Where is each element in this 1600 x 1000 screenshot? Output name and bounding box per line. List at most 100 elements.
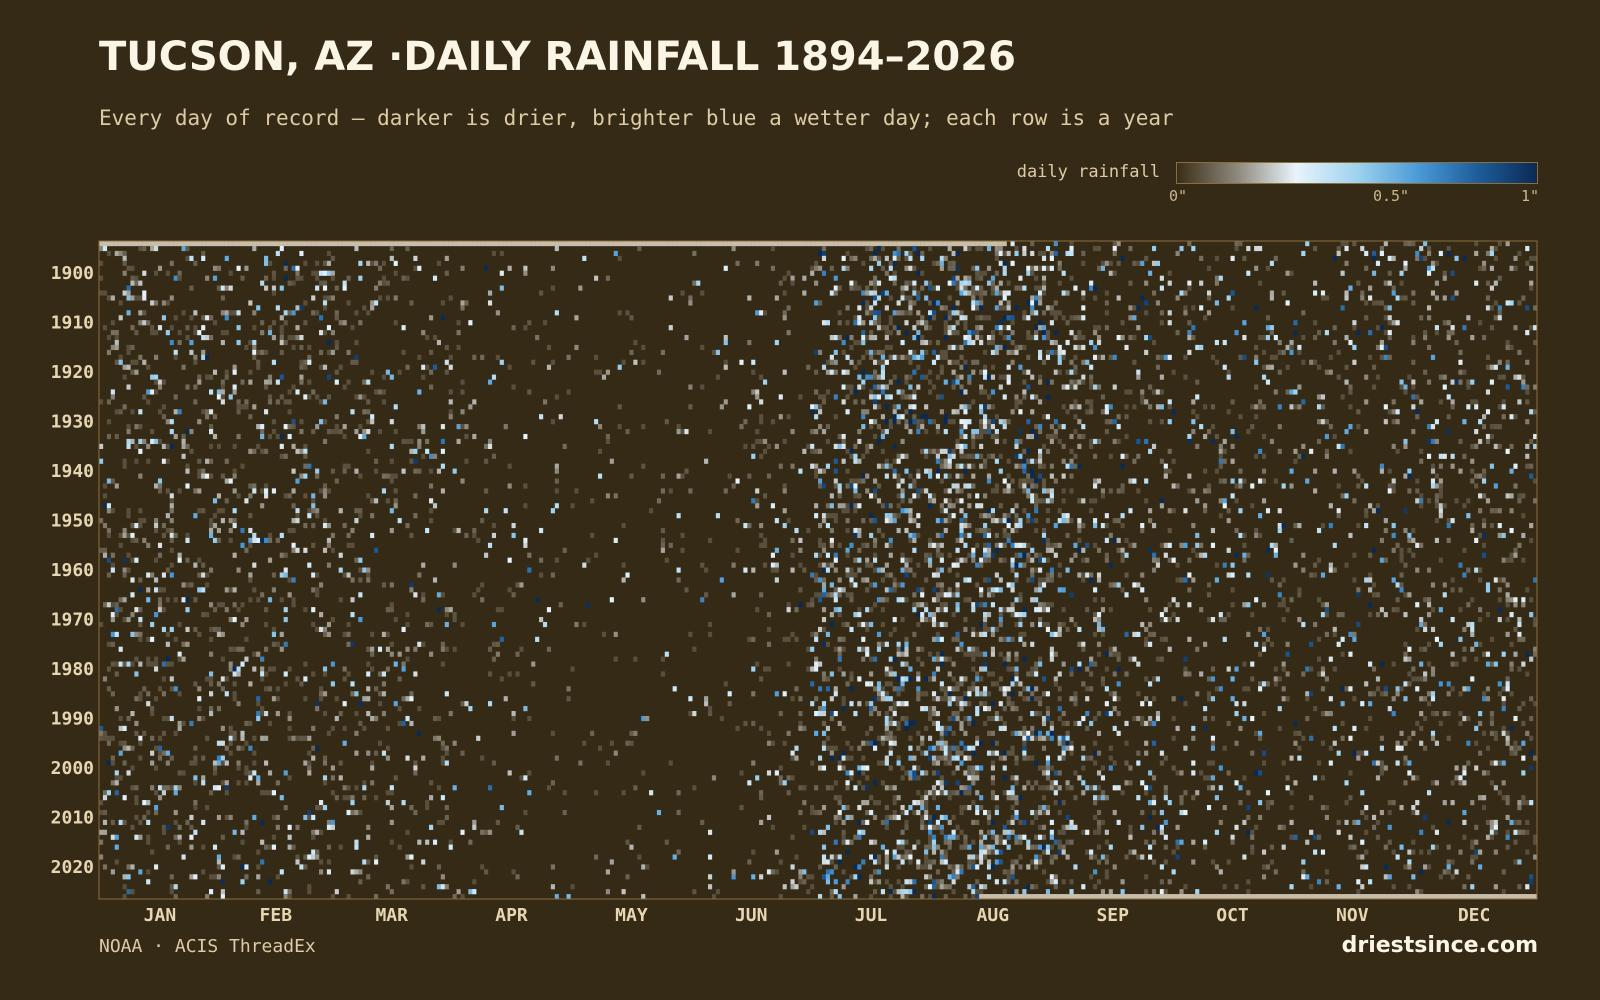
missing-cell bbox=[986, 241, 992, 247]
rain-day-cell bbox=[468, 404, 473, 410]
rain-day-cell bbox=[900, 295, 905, 301]
rain-day-cell bbox=[1034, 265, 1039, 271]
missing-cell bbox=[692, 241, 697, 247]
rain-day-cell bbox=[1277, 369, 1282, 375]
rain-day-cell bbox=[1144, 676, 1149, 682]
rain-day-cell bbox=[1006, 607, 1011, 613]
rain-day-cell bbox=[444, 369, 449, 375]
rain-day-cell bbox=[1203, 433, 1208, 440]
rain-day-cell bbox=[1116, 488, 1121, 494]
rain-day-cell bbox=[1104, 300, 1109, 306]
rain-day-cell bbox=[1014, 245, 1019, 252]
rain-day-cell bbox=[1049, 379, 1054, 385]
rain-day-cell bbox=[1391, 285, 1396, 291]
rain-day-cell bbox=[849, 577, 854, 583]
rain-day-cell bbox=[935, 666, 940, 672]
rain-day-cell bbox=[1509, 552, 1514, 558]
rain-day-cell bbox=[1242, 602, 1247, 608]
missing-cell bbox=[947, 241, 952, 247]
missing-cell bbox=[511, 241, 516, 247]
rain-day-cell bbox=[986, 612, 992, 618]
rain-day-cell bbox=[1112, 384, 1117, 390]
rain-day-cell bbox=[1517, 493, 1522, 499]
rain-day-cell bbox=[1509, 557, 1514, 563]
rain-day-cell bbox=[1336, 374, 1341, 380]
rain-day-cell bbox=[311, 498, 316, 504]
rain-day-cell bbox=[1481, 478, 1487, 484]
missing-cell bbox=[566, 241, 571, 247]
rain-day-cell bbox=[114, 602, 119, 608]
rain-day-cell bbox=[1034, 325, 1039, 331]
rain-day-cell bbox=[1442, 295, 1447, 301]
rain-day-cell bbox=[916, 335, 921, 341]
rain-day-cell bbox=[829, 542, 834, 548]
rain-day-cell bbox=[1214, 255, 1219, 261]
rain-day-cell bbox=[1399, 379, 1404, 385]
rain-day-cell bbox=[904, 557, 909, 563]
rain-day-cell bbox=[873, 310, 878, 316]
rain-day-cell bbox=[209, 443, 214, 449]
rain-day-cell bbox=[892, 270, 897, 276]
rain-day-cell bbox=[873, 394, 878, 400]
rain-day-cell bbox=[1195, 646, 1200, 652]
rain-day-cell bbox=[185, 325, 190, 331]
rain-day-cell bbox=[990, 552, 995, 558]
rain-day-cell bbox=[374, 300, 379, 306]
rain-day-cell bbox=[1041, 676, 1047, 682]
rain-day-cell bbox=[1493, 280, 1498, 286]
rain-day-cell bbox=[1041, 275, 1047, 281]
rain-day-cell bbox=[1010, 587, 1015, 593]
rain-day-cell bbox=[299, 275, 304, 281]
rain-day-cell bbox=[1002, 265, 1007, 271]
rain-day-cell bbox=[154, 330, 159, 336]
rain-day-cell bbox=[1481, 493, 1487, 499]
rain-day-cell bbox=[762, 666, 768, 672]
rain-day-cell bbox=[1250, 424, 1255, 430]
rain-day-cell bbox=[857, 320, 862, 326]
rain-day-cell bbox=[1187, 320, 1192, 326]
rain-day-cell bbox=[778, 280, 783, 286]
rain-day-cell bbox=[154, 438, 159, 445]
rain-day-cell bbox=[1336, 483, 1341, 489]
rain-day-cell bbox=[998, 320, 1003, 326]
rain-day-cell bbox=[880, 369, 885, 375]
rain-day-cell bbox=[1289, 483, 1294, 489]
rain-day-cell bbox=[1199, 424, 1204, 430]
rain-day-cell bbox=[1364, 577, 1369, 583]
rain-day-cell bbox=[295, 275, 300, 281]
rain-day-cell bbox=[892, 250, 897, 257]
rain-day-cell bbox=[1497, 617, 1502, 623]
rain-day-cell bbox=[845, 250, 850, 257]
rain-day-cell bbox=[1006, 419, 1011, 425]
rain-day-cell bbox=[1493, 661, 1498, 667]
rain-day-cell bbox=[291, 335, 296, 341]
rain-day-cell bbox=[291, 577, 296, 583]
rain-day-cell bbox=[1061, 349, 1066, 355]
rain-day-cell bbox=[873, 359, 878, 365]
rain-day-cell bbox=[1426, 602, 1432, 608]
rain-day-cell bbox=[1218, 458, 1223, 464]
rain-day-cell bbox=[931, 542, 937, 548]
rain-day-cell bbox=[931, 617, 937, 623]
rain-day-cell bbox=[209, 527, 214, 534]
rain-day-cell bbox=[888, 572, 893, 578]
rain-day-cell bbox=[916, 419, 921, 425]
rain-day-cell bbox=[998, 260, 1003, 266]
rain-day-cell bbox=[1100, 488, 1106, 494]
rain-day-cell bbox=[876, 260, 882, 266]
rain-day-cell bbox=[1045, 354, 1051, 360]
rain-day-cell bbox=[1230, 290, 1235, 296]
rain-day-cell bbox=[601, 374, 607, 380]
rain-day-cell bbox=[853, 320, 858, 326]
rain-day-cell bbox=[1045, 542, 1051, 548]
rain-day-cell bbox=[951, 260, 956, 266]
rain-day-cell bbox=[1038, 557, 1043, 563]
rain-day-cell bbox=[236, 325, 241, 331]
rain-day-cell bbox=[130, 523, 135, 529]
rain-day-cell bbox=[1238, 468, 1243, 474]
rain-day-cell bbox=[248, 572, 253, 578]
rain-day-cell bbox=[998, 290, 1003, 296]
rain-day-cell bbox=[1450, 463, 1455, 469]
rain-day-cell bbox=[181, 438, 186, 445]
rain-day-cell bbox=[660, 542, 665, 548]
